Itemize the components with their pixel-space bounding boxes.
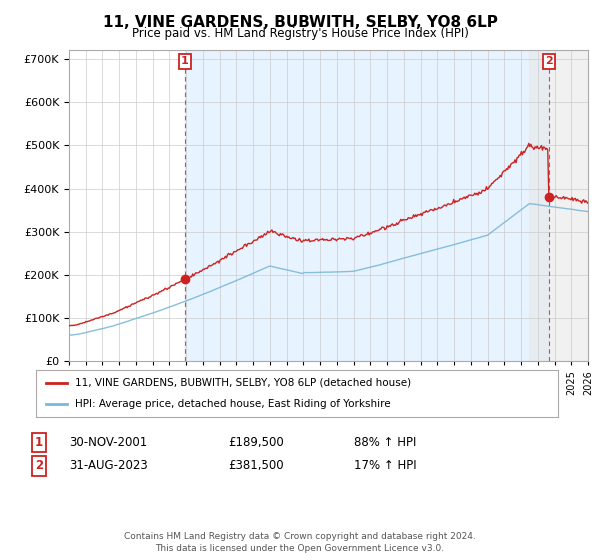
Text: Price paid vs. HM Land Registry's House Price Index (HPI): Price paid vs. HM Land Registry's House … bbox=[131, 27, 469, 40]
Text: 1: 1 bbox=[35, 436, 43, 449]
Text: 17% ↑ HPI: 17% ↑ HPI bbox=[354, 459, 416, 473]
Text: 11, VINE GARDENS, BUBWITH, SELBY, YO8 6LP (detached house): 11, VINE GARDENS, BUBWITH, SELBY, YO8 6L… bbox=[75, 378, 411, 388]
Bar bbox=[529, 50, 596, 361]
Text: £189,500: £189,500 bbox=[228, 436, 284, 449]
Text: Contains HM Land Registry data © Crown copyright and database right 2024.
This d: Contains HM Land Registry data © Crown c… bbox=[124, 533, 476, 553]
Text: 30-NOV-2001: 30-NOV-2001 bbox=[69, 436, 147, 449]
Text: 2: 2 bbox=[545, 56, 553, 66]
Text: 88% ↑ HPI: 88% ↑ HPI bbox=[354, 436, 416, 449]
Text: 11, VINE GARDENS, BUBWITH, SELBY, YO8 6LP: 11, VINE GARDENS, BUBWITH, SELBY, YO8 6L… bbox=[103, 15, 497, 30]
Text: £381,500: £381,500 bbox=[228, 459, 284, 473]
Text: 2: 2 bbox=[35, 459, 43, 473]
Text: HPI: Average price, detached house, East Riding of Yorkshire: HPI: Average price, detached house, East… bbox=[75, 399, 391, 409]
Bar bbox=[185, 50, 549, 361]
Text: 31-AUG-2023: 31-AUG-2023 bbox=[69, 459, 148, 473]
Text: 1: 1 bbox=[181, 56, 189, 66]
